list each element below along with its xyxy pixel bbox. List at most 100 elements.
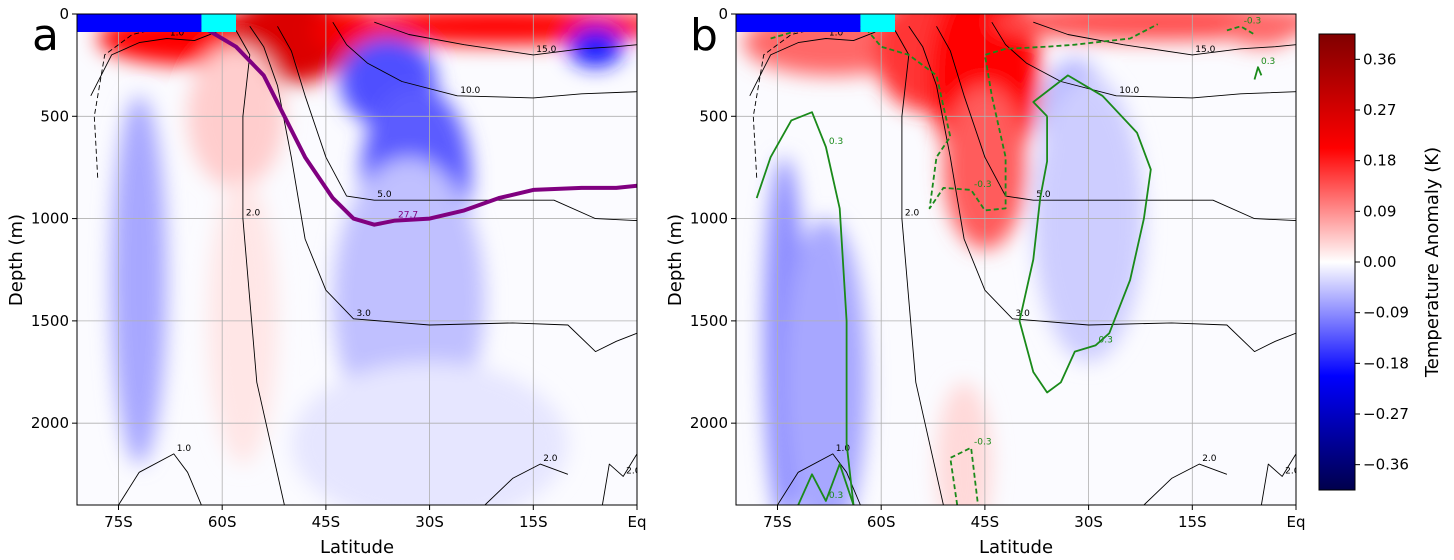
green-contour-b-1-label: 0.3 (1099, 335, 1113, 345)
x-tick-label-b-2: 45S (971, 513, 1000, 531)
colorbar-tick-label-4: 0.00 (1363, 253, 1396, 271)
panel-b-ylabel: Depth (m) (665, 214, 686, 306)
isotherm-a-2 (235, 30, 285, 505)
isotherm-a-0-label: 1.0 (170, 29, 185, 39)
isotherm-a-8 (484, 463, 569, 505)
isotherm-a-3-label: 3.0 (357, 309, 372, 319)
colorbar-tick-label-2: 0.18 (1363, 152, 1396, 170)
x-tick-label-b-3: 30S (1074, 513, 1103, 531)
y-tick-label-a-1: 500 (40, 107, 69, 125)
colorbar-tick-label-3: 0.09 (1363, 202, 1396, 220)
panel-b-grid (736, 14, 1296, 505)
green-contour-b-0-label: 0.3 (829, 137, 843, 147)
anomaly-blob-b-4 (991, 14, 1296, 41)
isotherm-b-9 (1260, 453, 1296, 505)
panel-a: 1.0-1.02.03.05.010.015.01.02.02.0 27.7 7… (6, 5, 647, 558)
colorbar-label: Temperature Anomaly (K) (1422, 147, 1443, 378)
isotherm-b-2-label: 2.0 (905, 209, 920, 219)
isotherm-a-9-label: 2.0 (626, 466, 641, 476)
colorbar-tick-label-0: 0.36 (1363, 50, 1396, 68)
y-tick-label-b-1: 500 (699, 107, 728, 125)
green-contour-b-0 (755, 111, 855, 505)
panel-b-plot-area: 1.0-1.02.03.05.010.015.01.02.02.0 0.30.3… (736, 14, 1296, 505)
anomaly-blob-a-10 (111, 95, 167, 465)
anomaly-blob-b-9 (784, 218, 868, 505)
green-contour-b-4 (770, 23, 1159, 212)
panel-a-letter: a (32, 10, 59, 61)
density-line-a-label: 27.7 (398, 211, 418, 221)
surface-bar-segment-a-1 (201, 14, 237, 32)
green-contour-b-3 (1253, 66, 1263, 80)
green-contour-b-4-label: -0.3 (974, 180, 992, 190)
panel-b-xlabel: Latitude (979, 537, 1053, 558)
colorbar: 0.36 0.27 0.18 0.09 0.00 −0.09 −0.18 −0.27 −0.36… (1318, 33, 1443, 491)
isotherm-b-6 (1033, 21, 1296, 56)
isotherm-b-0-label: 1.0 (829, 29, 844, 39)
panel-a-frame (76, 13, 638, 506)
panel-a-ylabel: Depth (m) (6, 214, 27, 306)
green-contour-b-2 (797, 463, 855, 505)
density-line-a (207, 28, 637, 227)
isotherm-b-5-label: 10.0 (1119, 86, 1139, 96)
panel-a-surface-bar (77, 14, 237, 32)
anomaly-blob-a-6 (567, 26, 624, 68)
isotherm-a-5 (332, 21, 637, 99)
isotherm-a-3 (249, 26, 637, 353)
x-tick-label-b-1: 60S (867, 513, 896, 531)
panel-a-plot-area: 1.0-1.02.03.05.010.015.01.02.02.0 27.7 (77, 14, 641, 505)
panel-b-letter: b (690, 10, 718, 61)
isotherm-b-8-label: 2.0 (1202, 454, 1217, 464)
isotherm-b-6-label: 15.0 (1195, 45, 1215, 55)
anomaly-blob-b-5 (1226, 14, 1296, 47)
isotherm-b-4-label: 5.0 (1036, 190, 1051, 200)
y-tick-label-a-3: 1500 (31, 312, 69, 330)
colorbar-tick-label-8: −0.36 (1363, 456, 1409, 474)
surface-bar-segment-b-0 (736, 14, 861, 32)
isotherm-a-9 (601, 453, 637, 505)
surface-bar-segment-b-1 (860, 14, 896, 32)
colorbar-tick-label-6: −0.18 (1363, 354, 1409, 372)
isotherm-a-7 (118, 453, 202, 505)
y-tick-label-a-0: 0 (59, 5, 69, 23)
isotherm-b-4 (936, 26, 1296, 222)
x-tick-label-b-5: Eq (1287, 513, 1306, 531)
surface-bar-segment-a-0 (77, 14, 202, 32)
colorbar-ticks: 0.36 0.27 0.18 0.09 0.00 −0.09 −0.18 −0.27 −0.36 (1355, 50, 1409, 474)
isotherm-b-3-label: 3.0 (1016, 309, 1031, 319)
colorbar-tick-label-7: −0.27 (1363, 405, 1409, 423)
x-tick-label-b-4: 15S (1178, 513, 1207, 531)
isotherm-a-4-label: 5.0 (377, 190, 392, 200)
x-tick-label-a-5: Eq (628, 513, 647, 531)
green-contour-b-6 (1226, 25, 1255, 36)
green-contour-b-5-label: -0.3 (974, 438, 992, 448)
y-tick-label-a-4: 2000 (31, 414, 69, 432)
anomaly-blob-a-3 (332, 14, 637, 45)
isotherm-a-2-label: 2.0 (246, 209, 261, 219)
panel-b-frame (735, 13, 1297, 506)
y-tick-label-b-3: 1500 (690, 312, 728, 330)
panel-b-ticks: 75S 60S 45S 30S 15S Eq 0 500 1000 1500 2000 (690, 5, 1306, 531)
isotherm-a-7-label: 1.0 (177, 444, 192, 454)
isotherm-a-5-label: 10.0 (460, 86, 480, 96)
panel-b-surface-bar (736, 14, 896, 32)
isotherm-a-6 (374, 21, 637, 56)
isotherm-b-2 (894, 30, 944, 505)
y-tick-label-b-4: 2000 (690, 414, 728, 432)
isotherm-a-6-label: 15.0 (536, 45, 556, 55)
isotherm-a-4 (277, 26, 637, 222)
x-tick-label-a-4: 15S (519, 513, 548, 531)
x-tick-label-a-3: 30S (415, 513, 444, 531)
colorbar-tick-label-1: 0.27 (1363, 101, 1396, 119)
x-tick-label-a-0: 75S (104, 513, 133, 531)
isotherm-b-7-label: 1.0 (836, 444, 851, 454)
isotherm-b-8 (1143, 463, 1228, 505)
panel-b: 1.0-1.02.03.05.010.015.01.02.02.0 0.30.3… (665, 5, 1306, 558)
isotherm-b-0 (749, 19, 896, 97)
y-tick-label-a-2: 1000 (31, 210, 69, 228)
x-tick-label-b-0: 75S (763, 513, 792, 531)
green-contour-b-3-label: 0.3 (1261, 57, 1275, 67)
isotherm-a-8-label: 2.0 (543, 454, 558, 464)
green-contour-b-6-label: -0.3 (1244, 16, 1262, 26)
x-tick-label-a-2: 45S (312, 513, 341, 531)
